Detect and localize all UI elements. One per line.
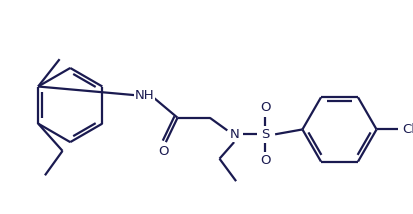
Text: O: O — [159, 145, 169, 158]
Text: Cl: Cl — [402, 123, 413, 136]
Text: O: O — [260, 101, 271, 114]
Text: S: S — [261, 128, 270, 141]
Text: NH: NH — [135, 89, 154, 102]
Text: N: N — [229, 128, 239, 141]
Text: O: O — [260, 154, 271, 167]
